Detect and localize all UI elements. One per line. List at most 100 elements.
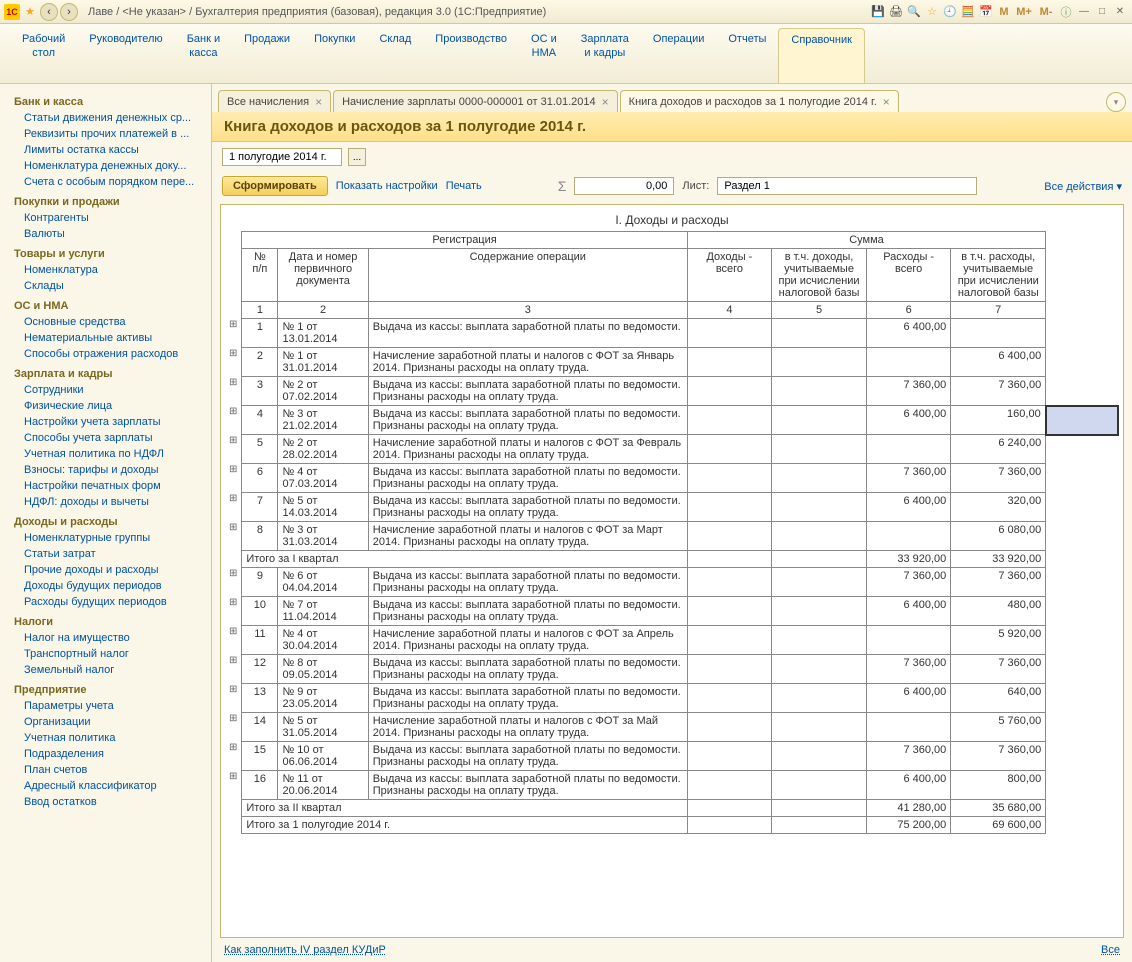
main-tab[interactable]: Рабочийстол bbox=[10, 24, 77, 83]
close-tab-icon[interactable]: × bbox=[602, 95, 609, 109]
main-tab[interactable]: Банк икасса bbox=[175, 24, 232, 83]
sidebar-item[interactable]: Доходы будущих периодов bbox=[0, 578, 211, 594]
sidebar-item[interactable]: Счета с особым порядком пере... bbox=[0, 174, 211, 190]
expand-icon[interactable]: ⊞ bbox=[225, 435, 242, 464]
sidebar-item[interactable]: Взносы: тарифы и доходы bbox=[0, 462, 211, 478]
close-tab-icon[interactable]: × bbox=[315, 95, 322, 109]
sidebar-item[interactable]: План счетов bbox=[0, 762, 211, 778]
sidebar-item[interactable]: Учетная политика bbox=[0, 730, 211, 746]
expand-icon[interactable]: ⊞ bbox=[225, 684, 242, 713]
sidebar-item[interactable]: Реквизиты прочих платежей в ... bbox=[0, 126, 211, 142]
period-select-button[interactable]: ... bbox=[348, 148, 366, 166]
save-icon[interactable]: 💾 bbox=[870, 4, 886, 20]
expand-icon[interactable]: ⊞ bbox=[225, 771, 242, 800]
period-input[interactable] bbox=[222, 148, 342, 166]
expand-icon[interactable]: ⊞ bbox=[225, 655, 242, 684]
document-tab[interactable]: Книга доходов и расходов за 1 полугодие … bbox=[620, 90, 899, 112]
sidebar-item[interactable]: Основные средства bbox=[0, 314, 211, 330]
document-tab[interactable]: Все начисления× bbox=[218, 90, 331, 112]
main-tab[interactable]: Операции bbox=[641, 24, 716, 83]
tabs-dropdown-button[interactable]: ▾ bbox=[1106, 92, 1126, 112]
sidebar-item[interactable]: Ввод остатков bbox=[0, 794, 211, 810]
table-row: ⊞11№ 4 от 30.04.2014Начисление заработно… bbox=[225, 626, 1118, 655]
expand-icon[interactable]: ⊞ bbox=[225, 319, 242, 348]
expand-icon[interactable]: ⊞ bbox=[225, 406, 242, 435]
sum-field[interactable] bbox=[574, 177, 674, 195]
nav-fwd-icon[interactable]: › bbox=[60, 3, 78, 21]
sidebar-item[interactable]: Валюты bbox=[0, 226, 211, 242]
sidebar-item[interactable]: Статьи движения денежных ср... bbox=[0, 110, 211, 126]
sidebar-item[interactable]: Подразделения bbox=[0, 746, 211, 762]
m-minus-button[interactable]: M- bbox=[1036, 4, 1056, 20]
preview-icon[interactable]: 🔍 bbox=[906, 4, 922, 20]
calendar-icon[interactable]: 📅 bbox=[978, 4, 994, 20]
info-icon[interactable]: ⓘ bbox=[1058, 4, 1074, 20]
expand-icon[interactable]: ⊞ bbox=[225, 568, 242, 597]
sidebar-item[interactable]: Налог на имущество bbox=[0, 630, 211, 646]
expand-icon[interactable]: ⊞ bbox=[225, 742, 242, 771]
sidebar-item[interactable]: Адресный классификатор bbox=[0, 778, 211, 794]
nav-back-icon[interactable]: ‹ bbox=[40, 3, 58, 21]
favorite-icon[interactable]: ★ bbox=[22, 4, 38, 20]
sidebar-item[interactable]: Лимиты остатка кассы bbox=[0, 142, 211, 158]
list-select[interactable] bbox=[717, 177, 977, 195]
sidebar-item[interactable]: Расходы будущих периодов bbox=[0, 594, 211, 610]
sidebar-item[interactable]: Контрагенты bbox=[0, 210, 211, 226]
calc-icon[interactable]: 🧮 bbox=[960, 4, 976, 20]
sidebar-item[interactable]: Номенклатура денежных доку... bbox=[0, 158, 211, 174]
m-button[interactable]: M bbox=[996, 4, 1012, 20]
sidebar-item[interactable]: Организации bbox=[0, 714, 211, 730]
sidebar-item[interactable]: НДФЛ: доходы и вычеты bbox=[0, 494, 211, 510]
sidebar-item[interactable]: Учетная политика по НДФЛ bbox=[0, 446, 211, 462]
minimize-button[interactable]: — bbox=[1076, 5, 1092, 19]
show-settings-link[interactable]: Показать настройки bbox=[336, 180, 438, 192]
maximize-button[interactable]: □ bbox=[1094, 5, 1110, 19]
expand-icon[interactable]: ⊞ bbox=[225, 713, 242, 742]
sidebar-item[interactable]: Способы учета зарплаты bbox=[0, 430, 211, 446]
expand-icon[interactable]: ⊞ bbox=[225, 348, 242, 377]
sidebar-item[interactable]: Способы отражения расходов bbox=[0, 346, 211, 362]
sidebar-item[interactable]: Сотрудники bbox=[0, 382, 211, 398]
footer-help-link[interactable]: Как заполнить IV раздел КУДиР bbox=[224, 944, 386, 956]
expand-icon[interactable]: ⊞ bbox=[225, 626, 242, 655]
sidebar-item[interactable]: Физические лица bbox=[0, 398, 211, 414]
sidebar-item[interactable]: Статьи затрат bbox=[0, 546, 211, 562]
all-actions-link[interactable]: Все действия ▾ bbox=[1044, 180, 1122, 193]
sidebar-item[interactable]: Прочие доходы и расходы bbox=[0, 562, 211, 578]
sidebar-item[interactable]: Земельный налог bbox=[0, 662, 211, 678]
main-tab[interactable]: Отчеты bbox=[716, 24, 778, 83]
close-tab-icon[interactable]: × bbox=[883, 95, 890, 109]
sidebar-group-title: Зарплата и кадры bbox=[0, 362, 211, 382]
print-icon[interactable]: 🖨 bbox=[888, 4, 904, 20]
main-tab[interactable]: Продажи bbox=[232, 24, 302, 83]
main-tab[interactable]: Производство bbox=[423, 24, 519, 83]
m-plus-button[interactable]: M+ bbox=[1014, 4, 1034, 20]
expand-icon[interactable]: ⊞ bbox=[225, 377, 242, 406]
print-link[interactable]: Печать bbox=[446, 180, 482, 192]
main-tab[interactable]: Руководителю bbox=[77, 24, 174, 83]
main-tab[interactable]: Зарплатаи кадры bbox=[569, 24, 641, 83]
main-tab[interactable]: Покупки bbox=[302, 24, 367, 83]
sidebar-item[interactable]: Номенклатура bbox=[0, 262, 211, 278]
sidebar-item[interactable]: Транспортный налог bbox=[0, 646, 211, 662]
expand-icon[interactable]: ⊞ bbox=[225, 597, 242, 626]
history-icon[interactable]: 🕘 bbox=[942, 4, 958, 20]
form-button[interactable]: Сформировать bbox=[222, 176, 328, 196]
footer-all-link[interactable]: Все bbox=[1101, 944, 1120, 956]
sidebar-item[interactable]: Настройки учета зарплаты bbox=[0, 414, 211, 430]
main-tab[interactable]: Склад bbox=[367, 24, 423, 83]
titlebar: 1C ★ ‹ › Лаве / <Не указан> / Бухгалтери… bbox=[0, 0, 1132, 24]
sidebar-item[interactable]: Номенклатурные группы bbox=[0, 530, 211, 546]
main-tab[interactable]: ОС иНМА bbox=[519, 24, 569, 83]
document-tab[interactable]: Начисление зарплаты 0000-000001 от 31.01… bbox=[333, 90, 618, 112]
main-tab[interactable]: Справочник bbox=[778, 28, 865, 83]
star-icon[interactable]: ☆ bbox=[924, 4, 940, 20]
close-button[interactable]: ✕ bbox=[1112, 5, 1128, 19]
sidebar-item[interactable]: Параметры учета bbox=[0, 698, 211, 714]
expand-icon[interactable]: ⊞ bbox=[225, 493, 242, 522]
sidebar-item[interactable]: Склады bbox=[0, 278, 211, 294]
sidebar-item[interactable]: Нематериальные активы bbox=[0, 330, 211, 346]
expand-icon[interactable]: ⊞ bbox=[225, 464, 242, 493]
sidebar-item[interactable]: Настройки печатных форм bbox=[0, 478, 211, 494]
expand-icon[interactable]: ⊞ bbox=[225, 522, 242, 551]
